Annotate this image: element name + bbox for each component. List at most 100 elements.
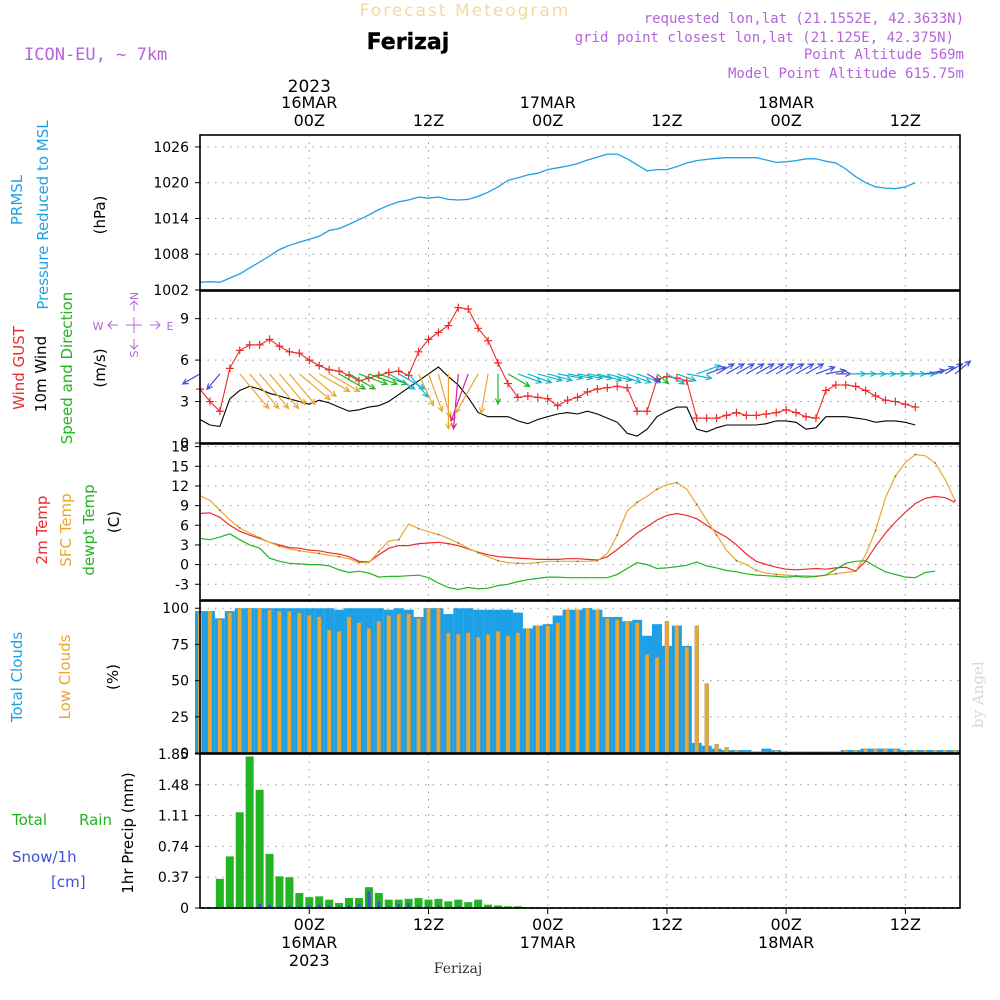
gust-marker [414,347,423,356]
y-tick-label: 3 [180,395,189,411]
low-cloud-bar [406,613,411,754]
y-tick-label: 18 [171,440,189,456]
snow-bar [347,905,351,908]
gridpoint-coords: grid point closest lon,lat (21.125E, 42.… [575,30,954,46]
wind-direction-arrow [626,373,653,384]
gust-marker [563,396,572,405]
top-time-label: 16MAR [281,93,337,112]
wind-direction-arrow [298,373,332,401]
gust-marker [424,335,433,344]
wind-direction-arrow [795,363,815,375]
gust-marker [712,414,721,423]
gust-marker [275,342,284,351]
wind-direction-arrow [427,373,444,413]
low-cloud-bar [366,628,372,754]
wind-direction-arrow [785,363,805,375]
gust-marker [821,386,830,395]
temp2m-label: 2m Temp [33,496,51,565]
total-rain-label: Total [11,811,47,829]
sfc-temp-point [238,526,241,529]
wind-direction-arrow [418,373,434,407]
low-cloud-bar [237,608,242,754]
low-cloud-bar [724,747,729,754]
wind-direction-arrow [328,373,361,393]
sfc-temp-point [815,575,817,578]
low-cloud-bar [485,634,491,754]
low-cloud-bar [515,632,521,754]
gust-marker [891,397,900,406]
top-time-label: 18MAR [758,93,814,112]
sfc-temp-point [834,572,837,575]
bottom-location: Ferizaj [434,961,482,977]
y-tick-label: 1.11 [158,809,189,825]
gust-marker [494,358,503,367]
bottom-time-label: 18MAR [758,933,814,952]
top-time-label: 12Z [890,111,921,130]
compass-east: E [167,320,174,333]
gust-marker [871,392,880,401]
gust-marker [841,380,850,389]
rain-bar [225,856,234,908]
wind-direction-arrow [269,373,300,410]
snow-unit-label: [cm] [51,873,86,891]
bottom-time-label: 12Z [651,915,682,934]
y-tick-label: 25 [171,710,189,726]
gust-marker [305,356,314,365]
gust-marker [752,411,761,420]
snow-bar [436,905,440,908]
rain-bar [285,877,294,908]
sfc-temp-point [616,534,619,537]
sfc-temp-point [517,562,519,565]
rain-bar [474,899,483,908]
rain-bar [484,904,493,908]
rain-bar [325,899,334,908]
y-tick-label: 75 [171,637,189,653]
wind-direction-arrow [259,373,290,410]
gust-marker [503,379,512,388]
gust-marker [802,412,811,421]
sfc-temp-point [854,570,857,573]
y-tick-label: 0 [180,901,189,917]
compass-north: N [128,292,141,300]
wind-direction-arrow [338,373,367,390]
low-cloud-bar [446,632,451,754]
low-cloud-bar [376,621,381,754]
gust-marker [593,385,602,394]
wind-direction-arrow [318,373,351,393]
sfc-temp-point [437,533,440,536]
low-cloud-bar [307,615,312,754]
gust-marker [702,414,711,423]
rain-bar [464,902,473,908]
pressure-label: Pressure Reduced to MSL [34,120,52,310]
gust-marker [543,394,552,403]
gust-marker [643,407,652,416]
snow-bar [268,904,272,908]
sfc-temp-point [318,552,321,555]
wind-direction-arrow [597,373,623,383]
y-tick-label: 0 [180,746,189,762]
gust-marker [851,382,860,391]
gust-marker [911,403,920,412]
rain-bar [444,901,453,908]
gust-marker [434,328,443,337]
compass-rose: W E N S [93,292,174,358]
rain-bar [494,905,503,908]
low-cloud-bar [575,609,580,754]
credit-label: by Angel [969,661,987,728]
low-cloud-bar [505,635,511,754]
top-time-label: 00Z [770,111,801,130]
low-cloud-bar [535,625,540,754]
gust-marker [215,407,224,416]
gust-marker [811,414,820,423]
gust-marker [901,400,910,409]
wind-direction-arrow [666,373,686,385]
low-cloud-bar [346,616,352,754]
sfc-temp-point [775,573,778,576]
y-tick-label: 6 [180,518,189,534]
gust-marker [732,408,741,417]
bottom-time-label: 17MAR [520,933,576,952]
low-cloud-bar [525,628,530,754]
panel-frame-clouds [199,600,961,754]
gust-marker [772,408,781,417]
